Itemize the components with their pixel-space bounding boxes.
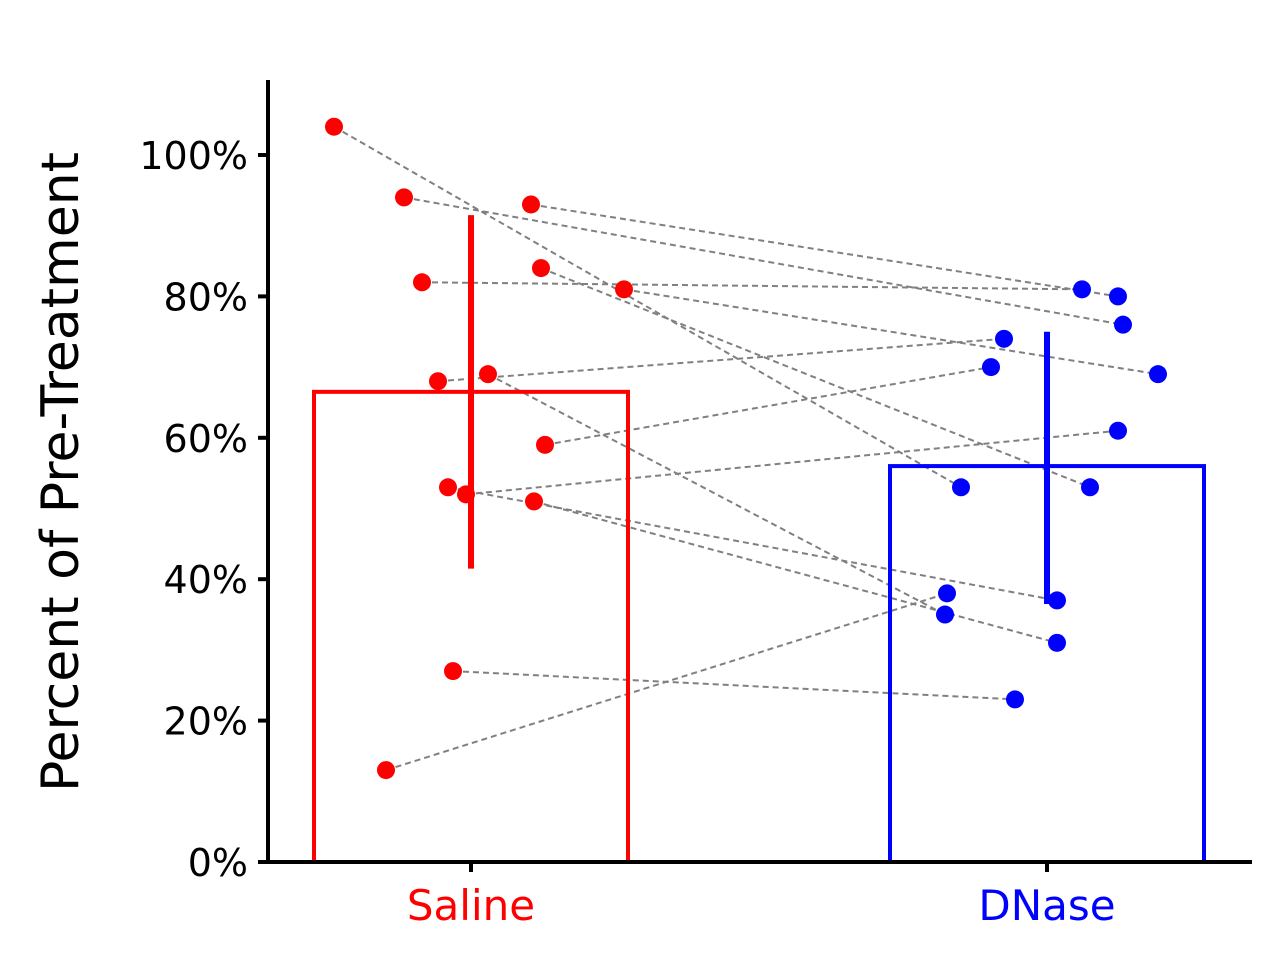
data-point-dnase	[1048, 591, 1066, 610]
y-tick-label: 20%	[164, 700, 248, 744]
data-point-dnase	[1149, 365, 1167, 384]
pair-connector-line	[533, 500, 1058, 644]
axes	[266, 80, 1252, 864]
data-point-dnase	[938, 584, 956, 603]
pair-connector-line	[544, 366, 992, 446]
data-point-dnase	[982, 358, 1000, 377]
data-point-saline	[536, 435, 554, 454]
pair-connector-line	[447, 486, 1058, 602]
data-point-saline	[429, 372, 447, 391]
data-points	[325, 117, 1167, 780]
pair-connector-line	[452, 670, 1016, 701]
error-bars	[468, 215, 1050, 604]
data-point-saline	[522, 195, 540, 214]
data-point-dnase	[1073, 280, 1091, 299]
bars	[312, 389, 1206, 864]
pair-connector-line	[487, 373, 946, 616]
data-point-dnase	[1081, 478, 1099, 497]
pair-connector-line	[421, 281, 1083, 291]
pair-connector-line	[540, 267, 1091, 489]
y-tick-label: 0%	[188, 841, 248, 885]
pair-connector-lines	[333, 125, 1159, 772]
data-point-dnase	[1109, 421, 1127, 440]
y-tick-label: 80%	[164, 275, 248, 319]
pair-connector-line	[623, 288, 1159, 376]
pair-connector-line	[437, 337, 1005, 383]
data-point-saline	[395, 188, 413, 207]
data-point-dnase	[1048, 633, 1066, 652]
x-tick-label-dnase: DNase	[978, 881, 1115, 930]
data-point-dnase	[952, 478, 970, 497]
data-point-saline	[479, 365, 497, 384]
data-point-dnase	[936, 605, 954, 624]
data-point-saline	[439, 478, 457, 497]
x-tick-label-saline: Saline	[407, 881, 535, 930]
y-tick-label: 100%	[139, 134, 248, 178]
y-tick-label: 40%	[164, 558, 248, 602]
data-point-dnase	[1109, 287, 1127, 306]
data-point-saline	[615, 280, 633, 299]
y-axis-title: Percent of Pre-Treatment	[31, 152, 91, 792]
data-point-saline	[377, 761, 395, 780]
data-point-saline	[413, 273, 431, 292]
data-point-dnase	[1114, 315, 1132, 334]
pair-connector-line	[385, 592, 948, 772]
data-point-saline	[444, 662, 462, 681]
pair-connector-line	[403, 196, 1124, 326]
pair-connector-line	[333, 125, 962, 489]
data-point-saline	[525, 492, 543, 511]
pair-connector-line	[530, 203, 1119, 298]
data-point-saline	[532, 259, 550, 278]
data-point-dnase	[1006, 690, 1024, 709]
y-tick-label: 60%	[164, 417, 248, 461]
data-point-saline	[325, 117, 343, 136]
data-point-dnase	[995, 329, 1013, 348]
pair-connector-line	[465, 429, 1119, 496]
data-point-saline	[457, 485, 475, 504]
y-ticks: 0% 20% 40% 60% 80% 100%	[139, 134, 268, 885]
x-ticks: Saline DNase	[407, 862, 1116, 930]
